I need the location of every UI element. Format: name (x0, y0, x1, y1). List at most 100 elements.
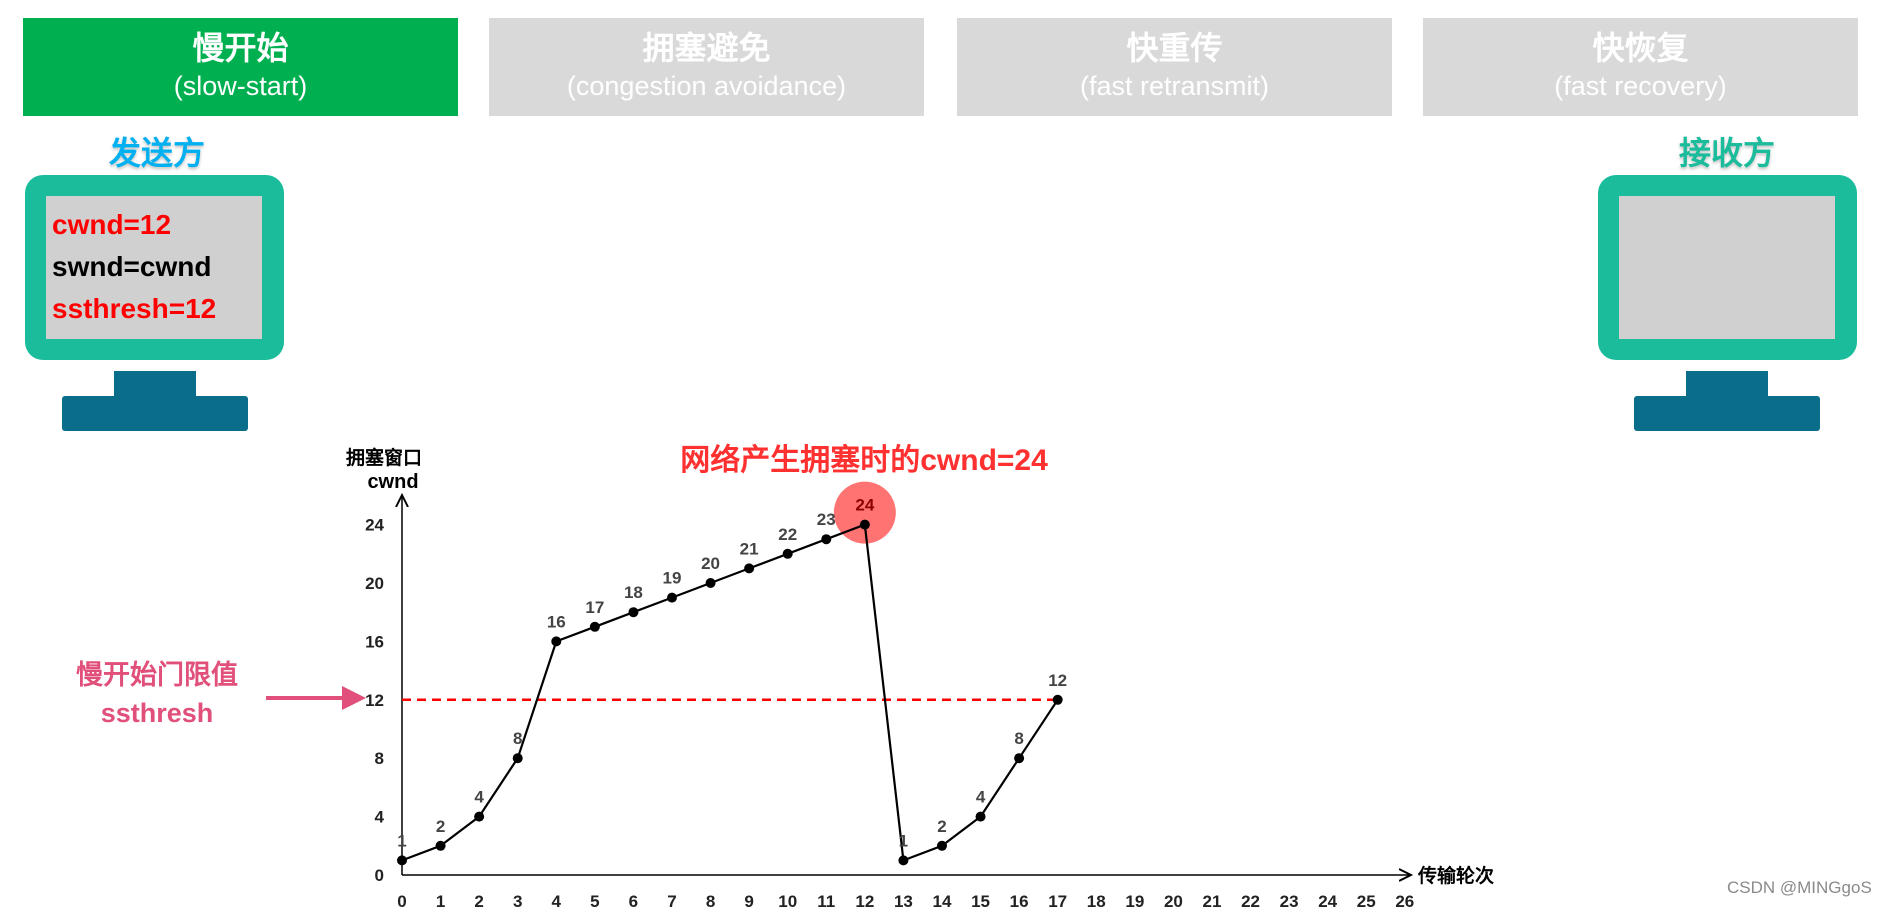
tab-subtitle: (slow-start) (173, 71, 308, 101)
data-point (975, 811, 986, 822)
data-label: 16 (547, 612, 566, 631)
sender-monitor-neck (114, 371, 196, 399)
x-tick-label: 3 (513, 892, 522, 911)
x-tick-label: 8 (706, 892, 715, 911)
x-axis-label: 传输轮次 (1417, 864, 1494, 887)
x-tick-label: 10 (778, 892, 797, 911)
data-label: 18 (624, 583, 643, 602)
tab-title: 慢开始 (192, 30, 289, 66)
x-tick-label: 18 (1087, 892, 1106, 911)
tab-3[interactable]: 快重传 (fast retransmit) (957, 18, 1392, 116)
receiver-monitor (1598, 175, 1857, 360)
data-label: 2 (937, 817, 946, 836)
tab-title: 拥塞避免 (642, 30, 771, 66)
data-label: 4 (474, 788, 484, 807)
ssthresh-label-zh: 慢开始门限值 (76, 659, 238, 690)
sender-label: 发送方 (108, 135, 206, 171)
y-tick-label: 16 (365, 632, 384, 651)
data-point (705, 578, 716, 588)
watermark: CSDN @MINGgoS (1727, 878, 1872, 897)
x-tick-label: 16 (1010, 892, 1029, 911)
data-label: 8 (513, 729, 522, 748)
data-point (936, 840, 947, 851)
x-tick-label: 11 (817, 892, 835, 911)
data-label: 2 (436, 817, 445, 836)
sender-var-line: swnd=cwnd (52, 251, 212, 282)
data-point (1014, 753, 1025, 764)
x-tick-label: 4 (552, 892, 562, 911)
tab-subtitle: (congestion avoidance) (566, 71, 847, 101)
y-tick-label: 24 (365, 516, 384, 535)
y-tick-label: 20 (365, 574, 384, 593)
data-label: 24 (855, 496, 874, 515)
x-tick-label: 15 (971, 892, 990, 911)
x-tick-label: 19 (1125, 892, 1144, 911)
y-tick-label: 0 (375, 866, 384, 885)
y-axis-label: cwnd (367, 471, 418, 493)
tab-subtitle: (fast retransmit) (1079, 71, 1270, 101)
data-label: 20 (701, 554, 720, 573)
data-label: 23 (817, 510, 836, 529)
data-point (859, 519, 870, 530)
x-tick-label: 12 (855, 892, 874, 911)
receiver-screen (1619, 196, 1835, 339)
data-point (512, 753, 523, 764)
data-point (744, 563, 755, 574)
y-tick-label: 8 (375, 749, 384, 768)
x-tick-label: 6 (629, 892, 638, 911)
x-tick-label: 5 (590, 892, 599, 911)
receiver-label: 接收方 (1678, 135, 1776, 171)
data-label: 17 (585, 598, 604, 617)
receiver-monitor-base (1634, 396, 1820, 431)
x-tick-label: 14 (933, 892, 952, 911)
tab-subtitle: (fast recovery) (1554, 71, 1727, 101)
data-point (628, 607, 639, 618)
data-point (474, 811, 485, 822)
x-tick-label: 24 (1318, 892, 1337, 911)
x-tick-label: 17 (1048, 892, 1067, 911)
tab-4[interactable]: 快恢复 (fast recovery) (1423, 18, 1858, 116)
chart-title: 网络产生拥塞时的cwnd=24 (680, 443, 1048, 477)
x-tick-label: 25 (1357, 892, 1376, 911)
x-tick-label: 23 (1280, 892, 1299, 911)
data-label: 8 (1014, 729, 1023, 748)
x-tick-label: 20 (1164, 892, 1183, 911)
x-tick-label: 21 (1203, 892, 1222, 911)
y-tick-label: 4 (375, 808, 385, 827)
ssthresh-label-en: ssthresh (101, 698, 214, 728)
data-label: 1 (397, 831, 406, 850)
x-tick-label: 1 (436, 892, 445, 911)
tab-title: 快恢复 (1592, 30, 1689, 66)
tab-2[interactable]: 拥塞避免 (congestion avoidance) (489, 18, 924, 116)
data-label: 1 (899, 831, 908, 850)
data-point (898, 855, 909, 866)
receiver-monitor-neck (1686, 371, 1768, 399)
data-label: 22 (778, 525, 797, 544)
x-tick-label: 13 (894, 892, 913, 911)
data-point (1052, 694, 1063, 705)
tab-1[interactable]: 慢开始 (slow-start) (23, 18, 458, 116)
sender-var-line: ssthresh=12 (52, 293, 217, 324)
sender-screen: cwnd=12 swnd=cwnd ssthresh=12 (46, 196, 262, 339)
x-tick-label: 9 (744, 892, 753, 911)
tab-title: 快重传 (1126, 30, 1223, 66)
data-label: 4 (976, 788, 986, 807)
data-label: 19 (663, 569, 682, 588)
sender-var-line: cwnd=12 (52, 209, 172, 240)
data-point (435, 840, 446, 851)
data-label: 21 (740, 539, 759, 558)
data-point (397, 855, 407, 866)
cwnd-line (401, 523, 1059, 862)
x-tick-label: 22 (1241, 892, 1260, 911)
data-point (551, 636, 562, 647)
data-point (821, 534, 832, 545)
data-point (589, 621, 600, 632)
y-axis-label-zh: 拥塞窗口 (346, 446, 422, 469)
data-point (782, 548, 793, 559)
x-tick-label: 7 (667, 892, 676, 911)
data-point (666, 592, 677, 603)
sender-monitor-base (62, 396, 248, 431)
data-label: 12 (1048, 671, 1067, 690)
x-tick-label: 0 (397, 892, 406, 911)
